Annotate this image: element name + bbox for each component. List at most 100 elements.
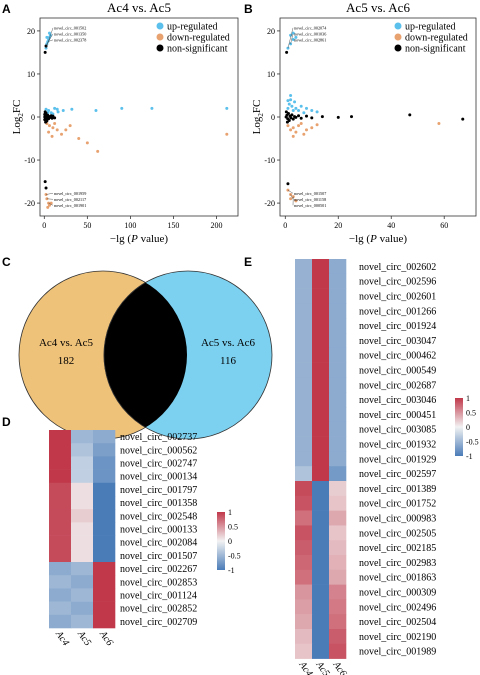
plot-title-b: Ac5 vs. Ac6	[346, 0, 410, 15]
heatmap-cell	[93, 456, 116, 470]
point-non-significant	[44, 186, 48, 190]
row-label: novel_circ_000562	[120, 445, 197, 456]
heatmap-cell	[329, 584, 347, 600]
point-up-regulated	[45, 35, 49, 39]
heatmap-cell	[71, 509, 94, 523]
point-down-regulated	[304, 128, 308, 132]
heatmap-cell	[312, 273, 330, 289]
point-down-regulated	[53, 121, 57, 125]
point-down-regulated	[225, 132, 229, 136]
point-up-regulated	[53, 106, 57, 110]
heatmap-cell	[329, 466, 347, 482]
annotation-up-2: novel_circ_002861	[294, 37, 326, 42]
point-down-regulated	[310, 126, 314, 130]
point-down-regulated	[77, 137, 81, 141]
heatmap-cell	[329, 643, 347, 659]
annotation-leader	[45, 193, 54, 195]
heatmap-cell	[295, 643, 313, 659]
point-up-regulated	[304, 106, 308, 110]
row-label: novel_circ_002853	[120, 577, 197, 588]
row-label: novel_circ_002709	[120, 617, 197, 628]
heatmap-cell	[329, 495, 347, 511]
point-non-significant	[320, 115, 324, 119]
y-tick-label: 10	[27, 70, 35, 79]
point-up-regulated	[310, 109, 314, 113]
point-up-regulated	[297, 109, 301, 113]
point-non-significant	[43, 118, 47, 122]
heatmap-cell	[295, 584, 313, 600]
annotation-leader	[46, 33, 54, 44]
heatmap-cell	[295, 347, 313, 363]
row-label: novel_circ_000134	[120, 472, 197, 483]
point-down-regulated	[315, 123, 319, 127]
point-up-regulated	[291, 109, 295, 113]
point-up-regulated	[290, 104, 294, 108]
point-down-regulated	[291, 134, 295, 138]
heatmap-cell	[49, 509, 72, 523]
heatmap-cell	[312, 392, 330, 408]
y-tick-label: 10	[267, 70, 275, 79]
point-up-regulated	[56, 110, 60, 114]
row-label: novel_circ_002267	[120, 564, 197, 575]
annotation-up-0: novel_circ_002074	[294, 25, 327, 30]
point-non-significant	[299, 116, 303, 120]
column-label-ac6: Ac6	[97, 628, 116, 648]
x-tick-label: 150	[167, 221, 179, 230]
heatmap-cell	[312, 407, 330, 423]
y-tick-label: 0	[271, 113, 275, 122]
color-scale-bar	[455, 398, 463, 456]
heatmap-cell	[295, 288, 313, 304]
annotation-down-2: novel_circ_000501	[294, 203, 326, 208]
point-non-significant	[304, 114, 308, 118]
heatmap-cell	[329, 407, 347, 423]
venn-count-ac5-vs-ac6: 116	[220, 355, 237, 367]
point-up-regulated	[315, 110, 319, 114]
heatmap-cell	[295, 273, 313, 289]
heatmap-cell	[93, 575, 116, 589]
heatmap-cell	[295, 525, 313, 541]
heatmap-cell	[93, 443, 116, 457]
heatmap-cell	[295, 407, 313, 423]
heatmap-cell	[295, 495, 313, 511]
annotation-down-1: novel_circ_001158	[294, 197, 326, 202]
legend-marker-non-significant	[394, 44, 402, 52]
point-non-significant	[43, 112, 47, 116]
color-scale-tick: -1	[228, 566, 235, 575]
annotation-up-1: novel_circ_001350	[54, 31, 86, 36]
volcano-plot-ac5-vs-ac6: Ac5 vs. Ac6 0 20 40 60 -20 -10 0 10 20 −lg (P valu…	[251, 0, 477, 245]
point-up-regulated	[289, 33, 293, 37]
heatmap-e: novel_circ_002602 novel_circ_002596 novel_…	[295, 259, 479, 675]
heatmap-cell	[329, 569, 347, 585]
point-down-regulated	[85, 141, 89, 145]
y-tick-label: -20	[264, 199, 275, 208]
row-label: novel_circ_002504	[359, 617, 436, 628]
heatmap-cell	[312, 347, 330, 363]
color-scale-tick: 0.5	[228, 523, 238, 532]
heatmap-cell	[295, 481, 313, 497]
annotation-leader	[290, 194, 294, 200]
color-scale-tick: 1	[228, 508, 232, 517]
point-up-regulated	[55, 107, 59, 111]
heatmap-cell	[295, 569, 313, 585]
row-label: novel_circ_000549	[359, 366, 436, 377]
heatmap-cell	[329, 525, 347, 541]
heatmap-cell	[329, 555, 347, 571]
annotation-up-0: novel_circ_001502	[54, 25, 86, 30]
row-label: novel_circ_001358	[120, 498, 197, 509]
legend-marker-up-regulated	[394, 22, 402, 30]
panel-letter-d: D	[2, 415, 11, 429]
venn-label-ac4-vs-ac5: Ac4 vs. Ac5	[39, 337, 94, 349]
row-label: novel_circ_002852	[120, 604, 197, 615]
row-label: novel_circ_002747	[120, 459, 197, 470]
heatmap-cell	[93, 482, 116, 497]
row-label: novel_circ_002597	[359, 469, 436, 480]
point-down-regulated	[289, 128, 293, 132]
heatmap-cell	[49, 469, 72, 484]
point-non-significant	[45, 119, 49, 123]
y-axis-label-b: Log2FC	[251, 100, 265, 135]
annotation-leader	[47, 39, 54, 42]
heatmap-cell	[93, 614, 116, 629]
heatmap-cell	[93, 601, 116, 616]
heatmap-cell	[329, 259, 347, 275]
heatmap-cell	[329, 629, 347, 645]
